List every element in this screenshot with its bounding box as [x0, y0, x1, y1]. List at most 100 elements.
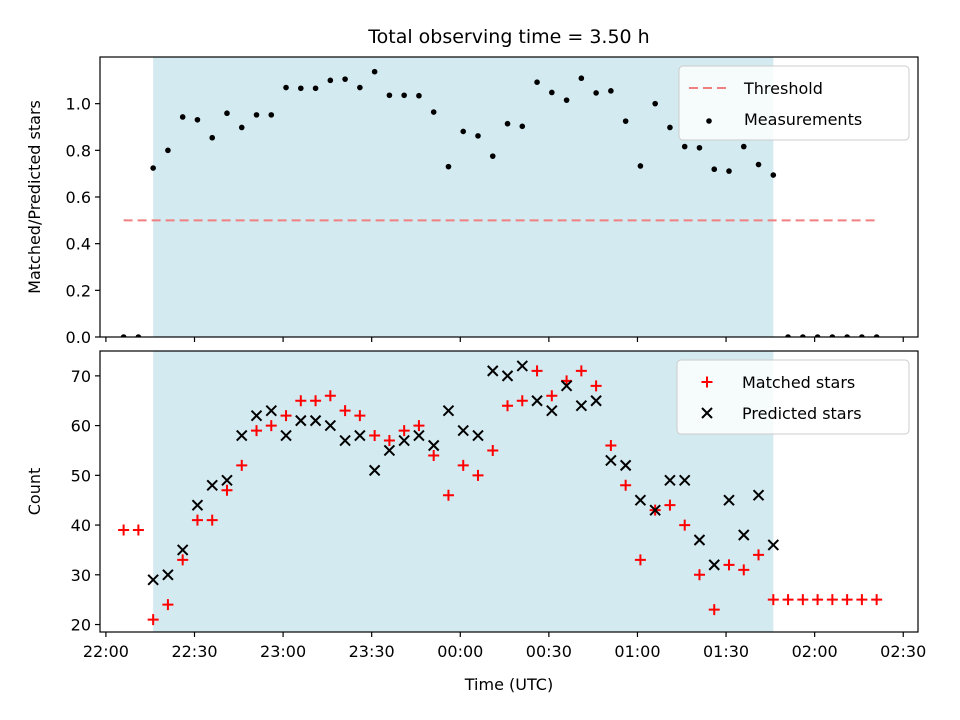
measurement-point-23 [460, 128, 467, 135]
predicted-star-point-10 [295, 414, 307, 427]
top-panel: 0.0 0.2 0.4 0.6 0.8 1.0 Matched/Predicted star… [25, 26, 919, 347]
measurement-point-28 [534, 79, 540, 85]
y-tick-label: 0.0 [66, 328, 91, 347]
x-axis-label: Time (UTC) [464, 675, 553, 694]
matched-star-point-44 [767, 594, 779, 606]
matched-star-point-22 [442, 489, 454, 501]
y-axis-label: Matched/Predicted stars [25, 100, 44, 294]
measurement-point-7 [224, 110, 230, 117]
measurement-point-14 [327, 77, 334, 84]
measurement-point-12 [298, 85, 304, 92]
predicted-star-point-20 [442, 404, 455, 417]
matched-star-point-29 [546, 390, 558, 402]
measurement-point-3 [165, 147, 171, 154]
matched-star-point-23 [457, 459, 469, 471]
predicted-star-point-32 [619, 459, 632, 472]
matched-star-point-3 [162, 599, 174, 611]
y-tick-label: 60 [71, 417, 91, 436]
matched-star-point-11 [280, 410, 292, 422]
matched-star-point-27 [516, 395, 528, 407]
predicted-star-point-38 [708, 559, 720, 571]
matched-star-point-49 [841, 594, 853, 606]
predicted-star-point-21 [457, 424, 469, 437]
measurement-point-37 [667, 124, 673, 131]
legend-measurement-swatch [706, 118, 712, 124]
matched-star-point-19 [398, 425, 410, 437]
predicted-star-point-42 [767, 539, 780, 551]
predicted-star-point-30 [590, 395, 602, 407]
measurement-point-39 [696, 144, 703, 151]
measurement-point-45 [785, 334, 791, 337]
measurement-point-36 [652, 100, 658, 107]
measurement-point-27 [519, 123, 526, 130]
measurement-point-6 [209, 134, 216, 141]
matched-star-point-31 [575, 365, 587, 377]
matched-star-point-48 [826, 594, 838, 606]
matched-star-point-6 [206, 514, 218, 526]
predicted-star-point-2 [176, 544, 189, 556]
predicted-star-point-0 [147, 574, 159, 586]
matched-star-point-46 [797, 594, 809, 606]
matched-star-point-17 [369, 430, 381, 442]
matched-star-point-25 [487, 444, 499, 456]
y-axis-label: Count [25, 468, 44, 516]
measurement-point-41 [726, 168, 732, 174]
matched-star-point-5 [191, 514, 203, 526]
measurement-point-21 [430, 109, 437, 115]
matched-star-point-51 [871, 594, 883, 606]
matched-star-point-4 [177, 554, 189, 566]
legend-matched-swatch [701, 376, 713, 388]
measurement-point-0 [120, 334, 127, 337]
x-tick-label: 02:00 [792, 642, 838, 661]
matched-star-point-8 [236, 459, 248, 471]
legend-predicted-swatch [701, 407, 713, 419]
measurement-point-24 [475, 133, 481, 139]
matched-star-point-32 [590, 380, 602, 392]
matched-star-point-26 [502, 400, 514, 412]
measurement-point-50 [859, 334, 865, 337]
matched-star-point-42 [738, 564, 750, 576]
measurement-point-31 [578, 75, 585, 82]
matched-star-point-24 [472, 469, 484, 481]
predicted-star-point-12 [324, 419, 337, 432]
matched-star-point-38 [679, 519, 691, 531]
measurement-point-11 [283, 84, 289, 91]
legend-label: Predicted stars [742, 404, 862, 423]
predicted-star-point-11 [309, 414, 322, 427]
axes-frame [99, 350, 919, 633]
predicted-star-point-25 [516, 360, 528, 372]
legend: Matched stars Predicted stars [676, 359, 910, 435]
predicted-star-point-16 [383, 444, 396, 457]
y-tick-label: 30 [71, 566, 91, 585]
bottom-panel: 20 30 40 50 60 70 22:00 22:30 23:00 23:30 00:00 00:… [25, 350, 926, 694]
matched-star-point-1 [132, 524, 144, 536]
matched-star-point-43 [753, 549, 765, 561]
legend-label: Measurements [744, 110, 862, 129]
y-tick-label: 40 [71, 516, 91, 535]
predicted-star-point-8 [265, 404, 277, 417]
matched-star-point-0 [118, 524, 130, 536]
matched-star-point-41 [723, 559, 735, 571]
predicted-star-point-41 [752, 489, 765, 501]
y-tick-label: 0.2 [66, 281, 91, 300]
x-tick-label: 22:00 [83, 642, 129, 661]
matched-star-point-20 [413, 420, 425, 432]
measurement-point-48 [829, 334, 836, 337]
measurement-point-34 [622, 118, 629, 124]
predicted-star-point-15 [368, 464, 381, 477]
measurement-point-25 [489, 153, 496, 159]
measurement-point-16 [357, 84, 363, 91]
measurement-point-35 [637, 163, 644, 169]
measurement-point-17 [371, 68, 378, 75]
measurement-point-15 [342, 76, 348, 82]
measurement-point-26 [504, 120, 511, 127]
measurement-point-4 [179, 114, 186, 120]
matched-star-point-21 [428, 449, 440, 461]
matched-star-point-39 [693, 569, 705, 581]
predicted-star-point-3 [191, 499, 204, 511]
matched-star-point-2 [147, 614, 159, 626]
predicted-star-point-31 [605, 454, 617, 467]
predicted-star-point-39 [723, 494, 735, 506]
predicted-star-point-37 [693, 534, 706, 546]
predicted-star-point-17 [398, 434, 410, 447]
